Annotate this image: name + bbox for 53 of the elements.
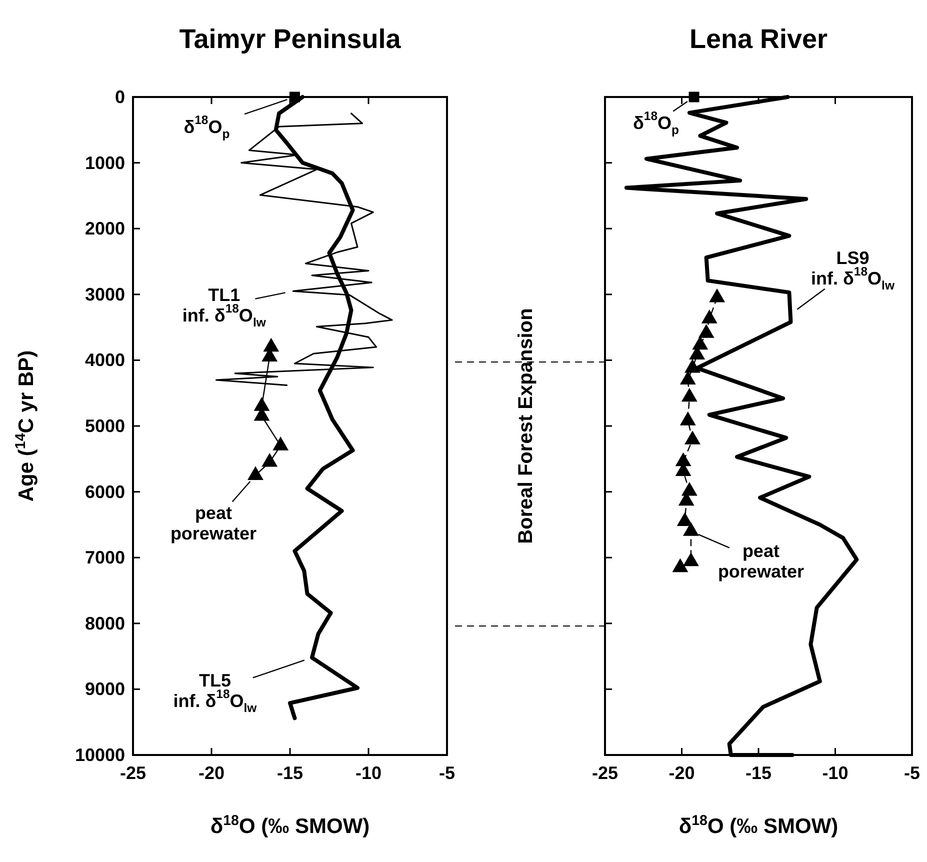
y-tick-label: 5000: [84, 416, 125, 436]
point: [682, 522, 699, 536]
point: [684, 358, 700, 373]
x-axis-title: δ$^{18}$O (‰ SMOW): [678, 813, 838, 838]
annotation: LS9 inf. δ$^{18}$O$_{lw}$: [811, 248, 895, 292]
x-tick-label: -10: [822, 763, 848, 783]
annotation: peat porewater: [718, 540, 804, 582]
x-tick-label: -10: [355, 763, 382, 783]
annotation: TL5 inf. δ$^{18}$O$_{lw}$: [173, 670, 258, 715]
x-tick-label: -25: [120, 763, 146, 783]
x-tick-label: -5: [438, 763, 456, 783]
point: [675, 452, 692, 466]
annotation: TL1 inf. δ$^{18}$O$_{lw}$: [182, 284, 266, 330]
chart-title: Lena River: [689, 24, 828, 54]
point: [676, 512, 693, 526]
y-tick-label: 3000: [84, 284, 125, 304]
annotation: δ$^{18}$O$_{p}$: [633, 109, 680, 137]
point: [263, 338, 280, 352]
annotation: peat porewater: [170, 503, 256, 544]
point: [680, 370, 696, 385]
x-tick-label: -25: [592, 763, 618, 783]
annotation: δ$^{18}$O$_{p}$: [184, 113, 230, 141]
point: [698, 324, 714, 338]
point: [289, 92, 300, 102]
point: [684, 430, 700, 444]
y-tick-label: 7000: [84, 548, 125, 568]
point: [680, 412, 696, 426]
point: [272, 436, 289, 450]
point: [254, 397, 270, 411]
y-tick-label: 10000: [74, 745, 125, 765]
y-tick-label: 2000: [84, 218, 125, 239]
x-tick-label: -15: [276, 763, 304, 783]
x-tick-label: -20: [198, 763, 225, 783]
x-tick-label: -20: [668, 763, 695, 783]
chart-title: Taimyr Peninsula: [179, 24, 402, 54]
point: [672, 558, 688, 572]
point: [692, 336, 708, 350]
point: [701, 310, 718, 324]
y-tick-label: 9000: [84, 679, 125, 700]
y-tick-label: 4000: [84, 350, 125, 370]
x-tick-label: -5: [904, 763, 920, 783]
point: [262, 452, 278, 467]
y-tick-label: 8000: [84, 613, 125, 634]
text: Boreal Forest Expansion: [515, 308, 537, 544]
point: [709, 288, 726, 302]
y-tick-label: 6000: [84, 482, 125, 502]
x-tick-label: -15: [745, 763, 772, 783]
point: [682, 552, 699, 566]
point: [681, 388, 698, 402]
point: [247, 466, 264, 480]
x-axis-title: δ$^{18}$O (‰ SMOW): [210, 813, 370, 838]
y-tick-label: 0: [114, 87, 125, 107]
y-tick-label: 1000: [84, 152, 125, 173]
